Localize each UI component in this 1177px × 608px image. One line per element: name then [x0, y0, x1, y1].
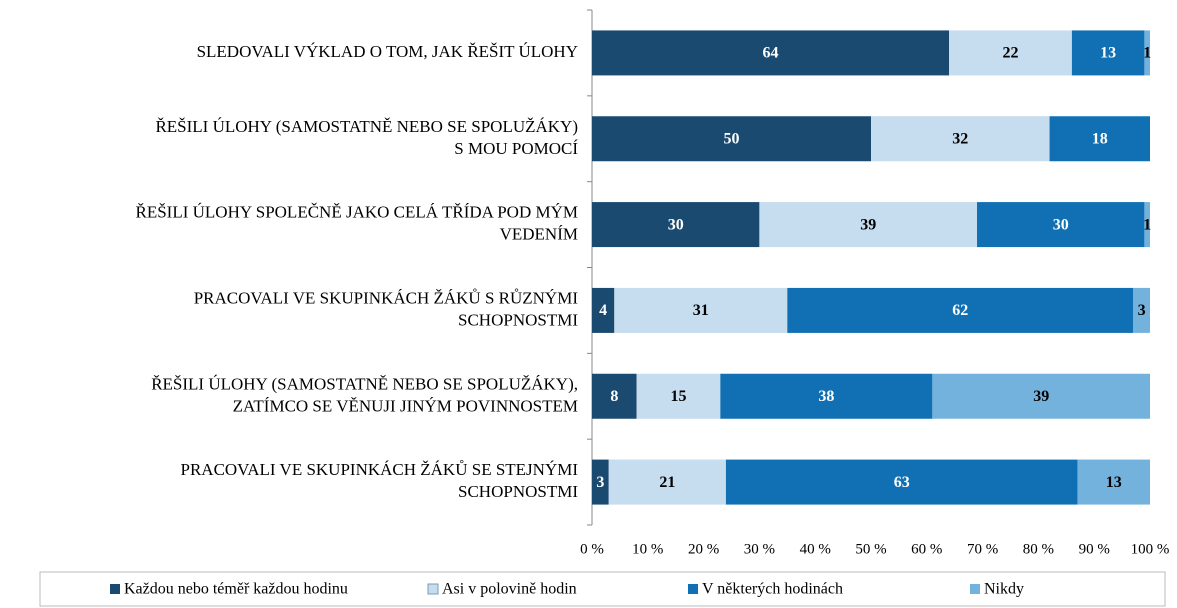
bar-segment — [592, 287, 615, 333]
value-label: 22 — [1003, 45, 1019, 62]
value-label: 30 — [668, 216, 684, 233]
bar-segment — [871, 116, 1050, 162]
value-label: 50 — [724, 130, 740, 147]
value-label: 1 — [1143, 216, 1151, 233]
value-label: 63 — [894, 474, 910, 491]
value-label: 31 — [693, 302, 709, 319]
legend-label: V některých hodinách — [702, 581, 843, 598]
bar-segment — [787, 287, 1134, 333]
bar-segment — [608, 459, 726, 505]
bar-segment — [592, 459, 609, 505]
category-label: ŘEŠILI ÚLOHY (SAMOSTATNĚ NEBO SE SPOLUŽÁ… — [151, 374, 578, 415]
bar-segment — [592, 373, 637, 419]
value-label: 18 — [1092, 130, 1108, 147]
legend-label: Každou nebo téměř každou hodinu — [124, 581, 348, 598]
value-label: 13 — [1100, 45, 1116, 62]
category-label: ŘEŠILI ÚLOHY (SAMOSTATNĚ NEBO SE SPOLUŽÁ… — [155, 117, 578, 158]
value-label: 39 — [860, 216, 876, 233]
bar-segment — [949, 30, 1072, 76]
value-label: 13 — [1106, 474, 1122, 491]
value-label: 39 — [1033, 388, 1049, 405]
bar-segment — [1144, 202, 1150, 248]
bar-segment — [932, 373, 1150, 419]
bar-segment — [1071, 30, 1145, 76]
bar-segment — [614, 287, 788, 333]
x-tick-label: 100 % — [1131, 541, 1170, 557]
value-label: 3 — [1138, 302, 1146, 319]
x-tick-label: 60 % — [911, 541, 942, 557]
x-tick-label: 90 % — [1079, 541, 1110, 557]
bar-segment — [720, 373, 933, 419]
value-label: 3 — [596, 474, 604, 491]
category-label: PRACOVALI VE SKUPINKÁCH ŽÁKŮ S RŮZNÝMI SC… — [194, 288, 579, 329]
value-label: 1 — [1143, 45, 1151, 62]
x-tick-label: 40 % — [800, 541, 831, 557]
legend-box — [39, 571, 1166, 607]
value-label: 38 — [818, 388, 834, 405]
bar-segment — [1133, 287, 1150, 333]
legend-swatch — [688, 584, 698, 594]
x-tick-label: 30 % — [744, 541, 775, 557]
x-tick-label: 50 % — [855, 541, 886, 557]
category-label: PRACOVALI VE SKUPINKÁCH ŽÁKŮ SE STEJNÝMI… — [181, 460, 579, 501]
bar-segment — [1077, 459, 1150, 505]
x-tick-label: 80 % — [1023, 541, 1054, 557]
value-label: 32 — [952, 130, 968, 147]
bar-segment — [592, 116, 871, 162]
value-label: 4 — [599, 302, 607, 319]
x-tick-label: 20 % — [688, 541, 719, 557]
value-label: 15 — [670, 388, 686, 405]
legend-label: Asi v polovině hodin — [442, 581, 577, 598]
legend-swatch — [427, 583, 439, 595]
value-label: 8 — [610, 388, 618, 405]
bar-segment — [1144, 30, 1150, 76]
bar-segment — [636, 373, 721, 419]
bar-segment — [592, 30, 950, 76]
value-label: 21 — [659, 474, 675, 491]
value-label: 62 — [952, 302, 968, 319]
value-label: 64 — [763, 45, 779, 62]
bar-segment — [977, 202, 1145, 248]
value-label: 30 — [1053, 216, 1069, 233]
bar-segment — [592, 202, 760, 248]
category-label: SLEDOVALI VÝKLAD O TOM, JAK ŘEŠIT ÚLOHY — [197, 42, 578, 61]
legend-swatch — [110, 584, 120, 594]
x-tick-label: 0 % — [580, 541, 604, 557]
legend-label: Nikdy — [984, 581, 1024, 598]
bar-segment — [1049, 116, 1150, 162]
x-tick-label: 70 % — [967, 541, 998, 557]
legend-swatch — [970, 584, 980, 594]
bar-segment — [725, 459, 1078, 505]
bar-segment — [759, 202, 978, 248]
category-label: ŘEŠILI ÚLOHY SPOLEČNĚ JAKO CELÁ TŘÍDA PO… — [136, 202, 579, 243]
x-tick-label: 10 % — [632, 541, 663, 557]
